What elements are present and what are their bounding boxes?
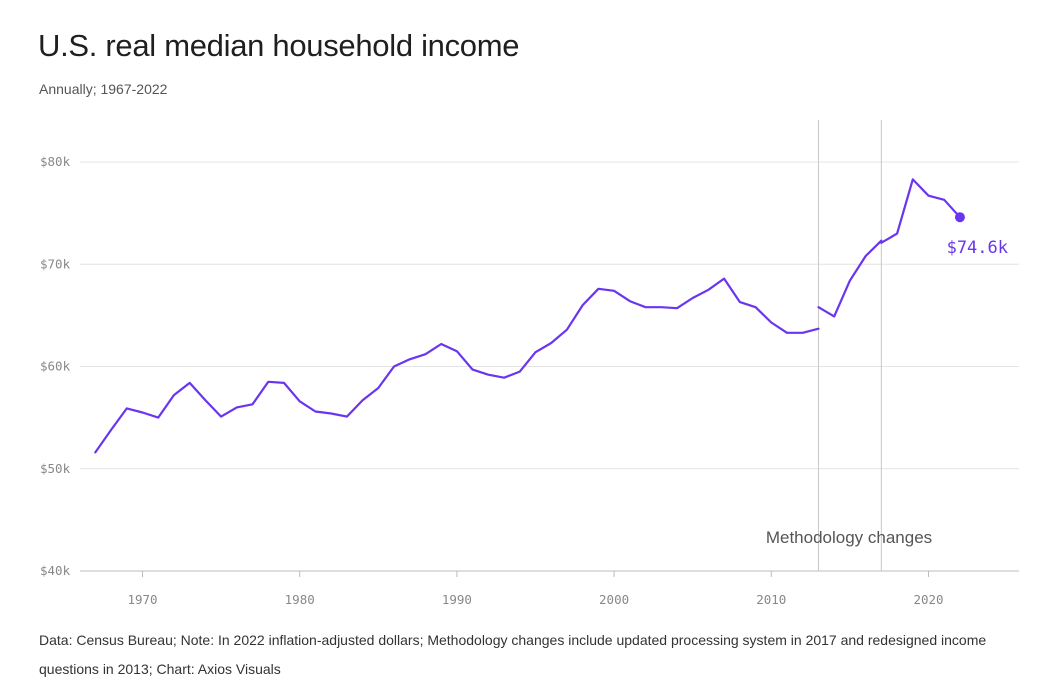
x-tick-label: 2020	[913, 592, 943, 607]
y-axis: $40k $50k $60k $70k $80k	[40, 154, 71, 578]
line-chart: $40k $50k $60k $70k $80k 1970 1980 1990 2000 201…	[40, 120, 1019, 607]
end-value-label: $74.6k	[947, 238, 1008, 258]
x-tick-label: 1990	[442, 592, 472, 607]
x-tick-label: 1980	[285, 592, 315, 607]
methodology-changes-label: Methodology changes	[766, 528, 932, 547]
series-line-segment-3	[880, 178, 962, 244]
chart-subtitle: Annually; 1967-2022	[39, 81, 168, 97]
methodology-markers	[817, 120, 882, 571]
series-lines	[94, 178, 965, 454]
chart-title: U.S. real median household income	[38, 28, 520, 63]
source-note: Data: Census Bureau; Note: In 2022 infla…	[39, 632, 987, 677]
y-tick-label: $60k	[40, 359, 71, 374]
x-tick-label: 1970	[127, 592, 157, 607]
y-tick-label: $70k	[40, 256, 71, 271]
x-axis: 1970 1980 1990 2000 2010 2020	[127, 571, 944, 607]
x-tick-label: 2000	[599, 592, 629, 607]
series-line-segment-2	[817, 239, 883, 318]
end-point-marker	[954, 212, 965, 223]
x-tick-label: 2010	[756, 592, 786, 607]
gridlines	[80, 161, 1019, 572]
series-line-segment-1	[94, 277, 820, 454]
y-tick-label: $80k	[40, 154, 71, 169]
y-tick-label: $50k	[40, 461, 71, 476]
y-tick-label: $40k	[40, 563, 71, 578]
annotations: Methodology changes $74.6k	[766, 238, 1008, 547]
